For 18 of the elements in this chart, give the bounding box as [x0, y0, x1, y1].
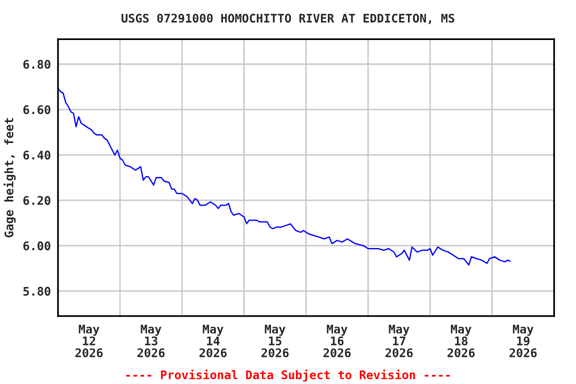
x-tick-label: May 19 2026 — [510, 324, 537, 358]
x-tick-label: May 16 2026 — [324, 324, 351, 358]
y-tick-label: 6.60 — [23, 105, 50, 114]
x-tick-label: May 12 2026 — [75, 324, 103, 358]
x-tick-label: May 14 2026 — [199, 324, 227, 358]
y-tick-label: 5.80 — [23, 286, 50, 296]
y-tick-label: 6.00 — [23, 241, 50, 250]
x-tick-label: May 18 2026 — [448, 324, 475, 358]
text: ---- Provisional Data Subject to Revision ---- — [126, 370, 450, 382]
y-axis-title: Gage height, feet — [4, 118, 16, 238]
y-tick-label: 6.40 — [23, 150, 50, 160]
x-tick-label: May 17 2026 — [386, 324, 413, 358]
y-tick-label: 6.20 — [23, 196, 50, 205]
x-tick-label: May 15 2026 — [262, 324, 289, 358]
x-tick-label: May 13 2026 — [137, 324, 165, 358]
chart-title: USGS 07291000 HOMOCHITTO RIVER AT EDDICETON, MS — [122, 14, 454, 24]
y-tick-label: 6.80 — [23, 60, 50, 69]
line-series — [58, 88, 511, 266]
